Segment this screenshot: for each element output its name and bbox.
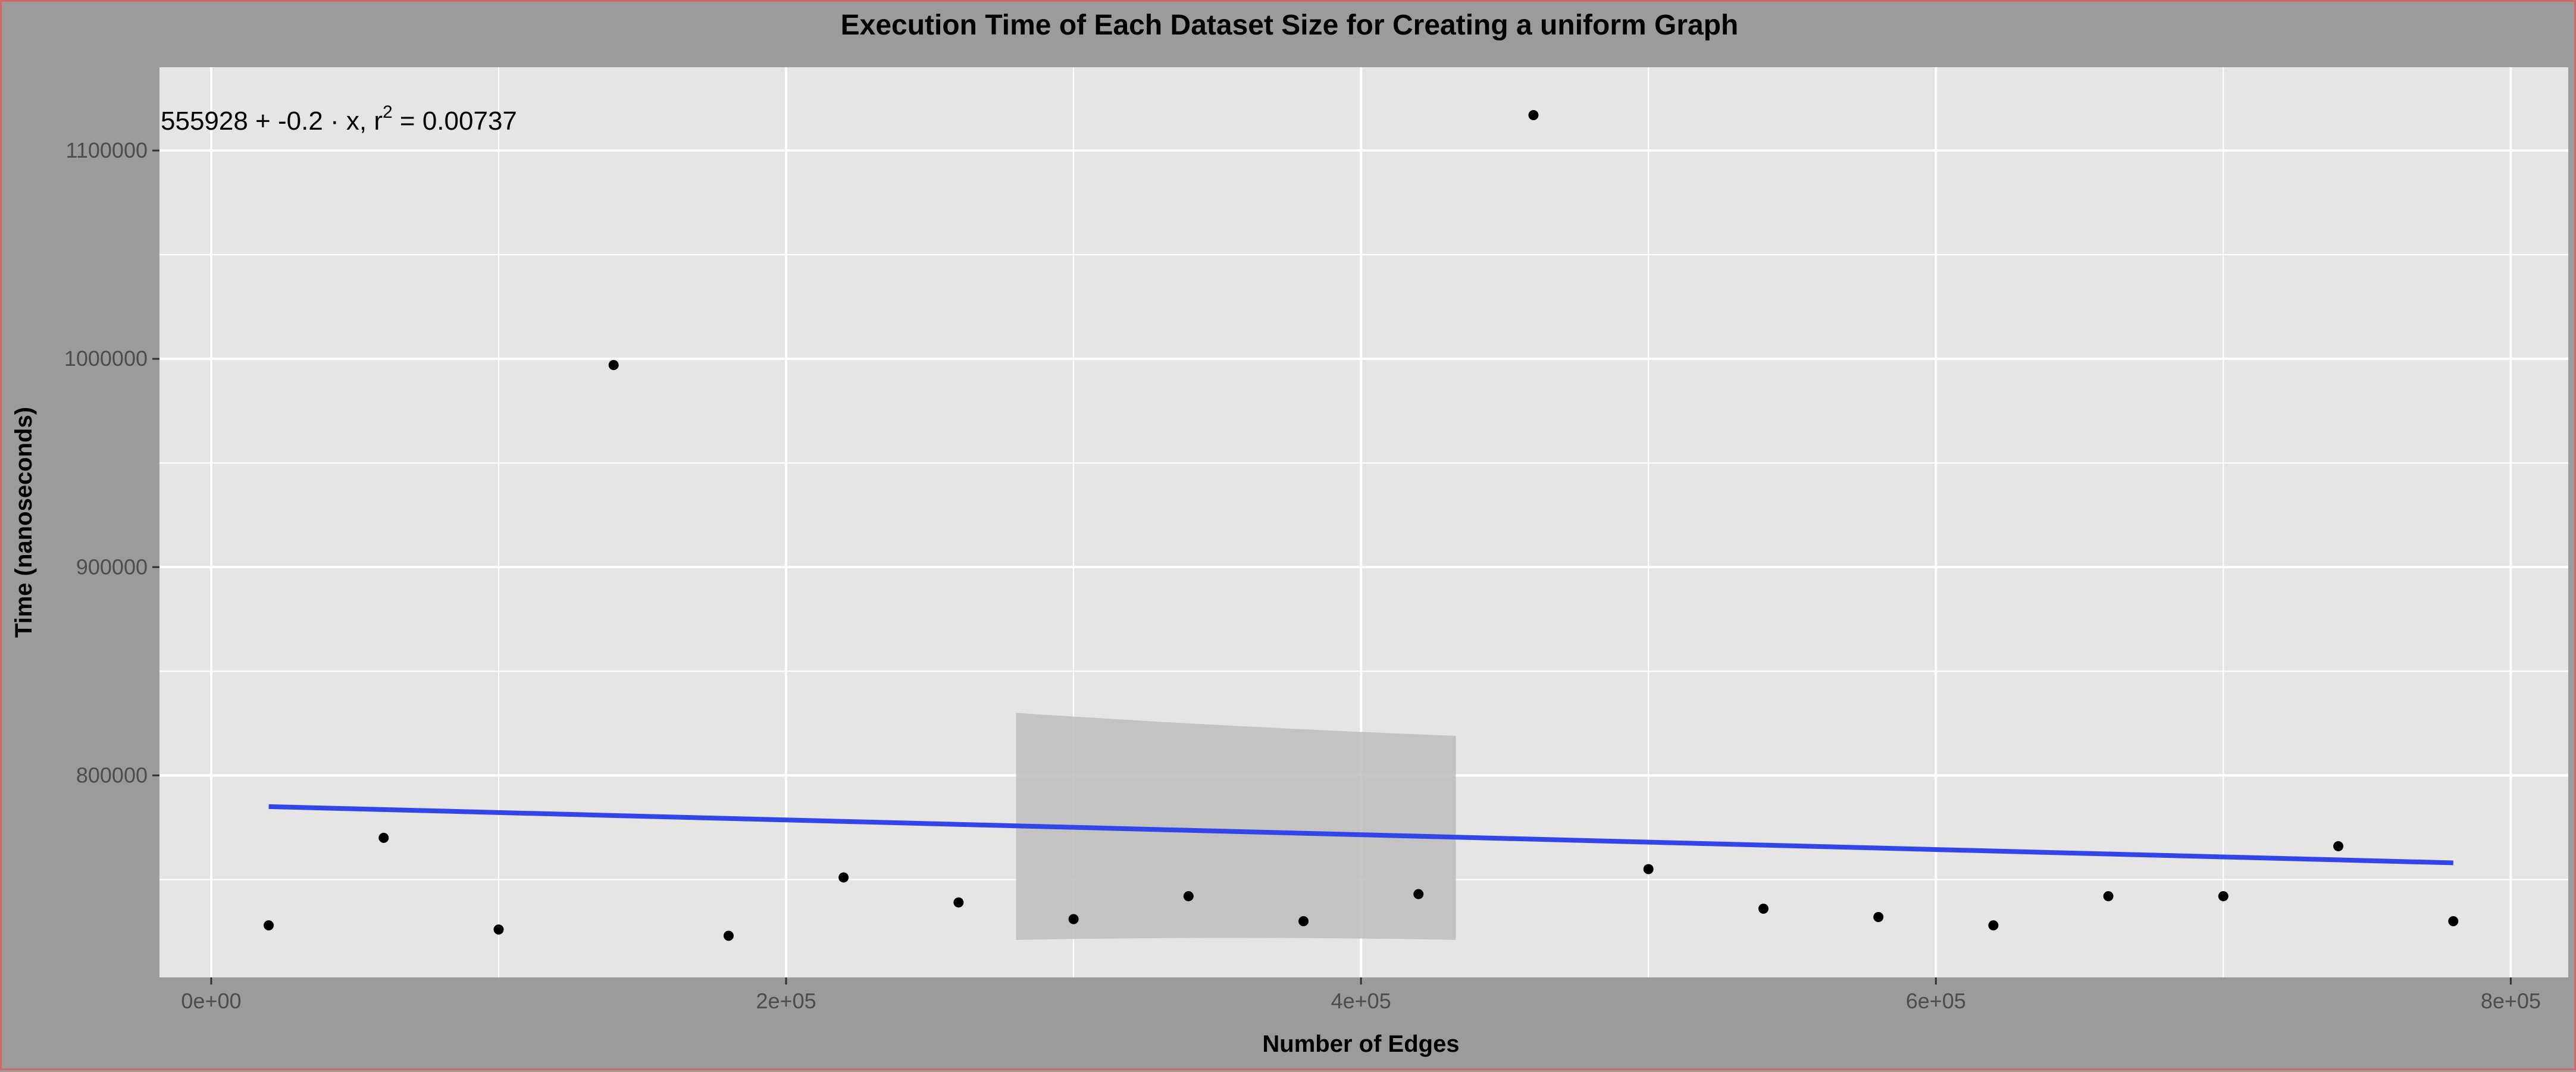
chart-title: Execution Time of Each Dataset Size for … [841, 10, 1739, 41]
data-point [1298, 916, 1309, 926]
x-tick-label: 8e+05 [2481, 989, 2541, 1013]
data-point [264, 920, 274, 930]
data-point [838, 872, 849, 883]
y-tick-label: 900000 [76, 554, 148, 579]
regression-equation-main: 555928 + -0.2 · x, r [161, 106, 383, 136]
data-points-layer [264, 110, 2459, 941]
y-tick-label: 1000000 [64, 346, 148, 371]
data-point [2103, 891, 2114, 901]
data-point [1528, 110, 1539, 121]
data-point [1988, 920, 1999, 930]
data-point [608, 360, 619, 371]
y-axis-ticks: 800000 900000 1000000 1100000 [64, 138, 159, 787]
confidence-band [1016, 713, 1456, 940]
data-point [1068, 914, 1079, 924]
data-point [953, 897, 964, 908]
x-tick-label: 6e+05 [1906, 989, 1966, 1013]
regression-equation-r2: = 0.00737 [393, 106, 517, 136]
data-point [1643, 864, 1654, 874]
data-point [723, 930, 734, 941]
minor-gridlines [159, 67, 2568, 977]
confidence-band-layer [1016, 713, 1456, 940]
x-tick-label: 2e+05 [756, 989, 816, 1013]
y-axis-title: Time (nanoseconds) [11, 407, 37, 638]
data-point [493, 924, 504, 935]
data-point [1873, 911, 1884, 922]
x-axis-ticks: 0e+00 2e+05 4e+05 6e+05 8e+05 [181, 977, 2541, 1013]
x-tick-label: 4e+05 [1331, 989, 1391, 1013]
y-tick-label: 800000 [76, 763, 148, 787]
data-point [2218, 891, 2228, 901]
regression-equation-superscript: 2 [383, 102, 393, 122]
data-point [2333, 841, 2344, 851]
regression-line-layer [268, 804, 2453, 866]
data-point [1183, 891, 1194, 901]
data-point [1758, 903, 1769, 914]
data-point [378, 832, 389, 843]
data-point [2448, 916, 2459, 926]
y-tick-label: 1100000 [66, 138, 148, 162]
regression-equation: 555928 + -0.2 · x, r2 = 0.00737 [161, 102, 517, 136]
x-tick-label: 0e+00 [181, 989, 241, 1013]
regression-line [268, 804, 2453, 866]
data-point [1413, 889, 1424, 899]
x-axis-title: Number of Edges [1262, 1031, 1459, 1057]
